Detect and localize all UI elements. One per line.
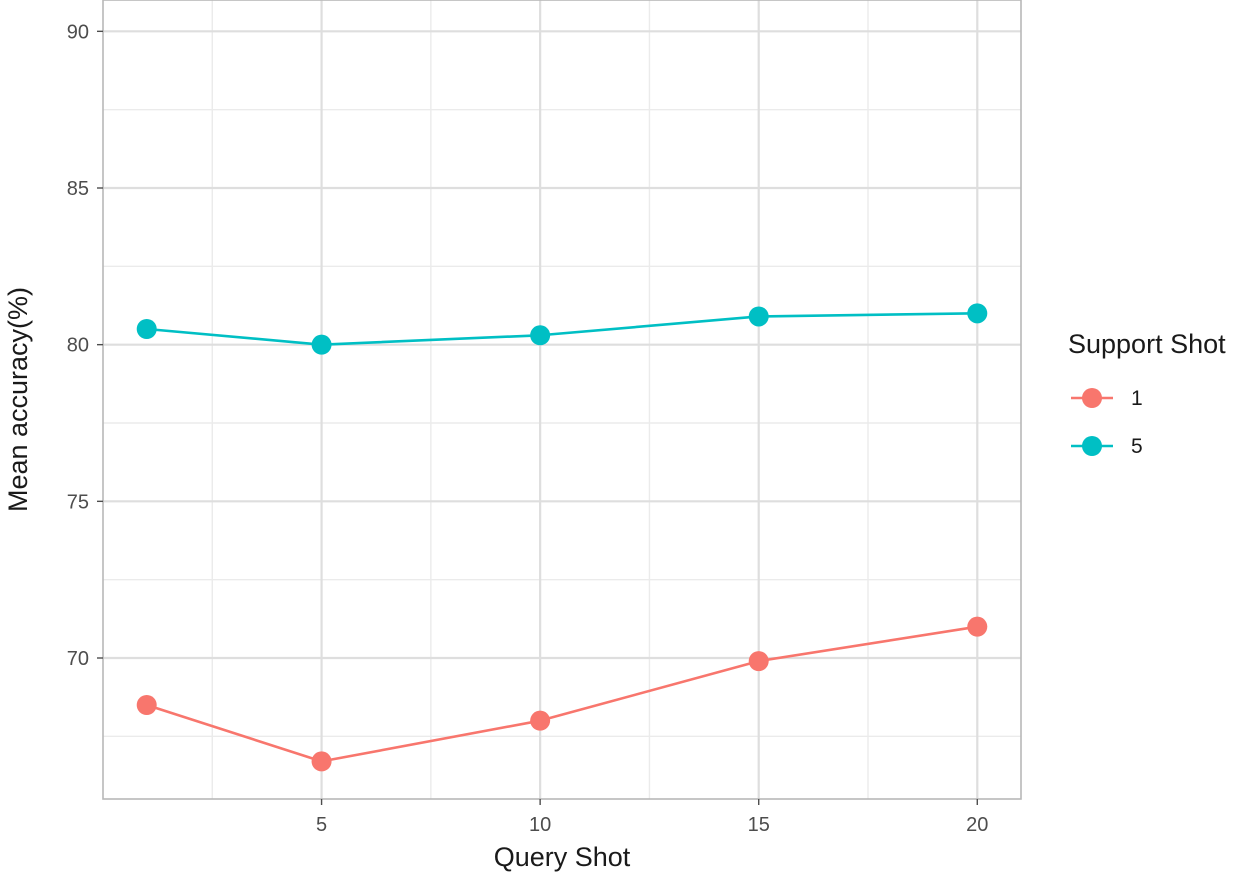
series-layer [136, 303, 988, 772]
data-point [530, 710, 551, 731]
data-point [748, 651, 769, 672]
x-tick-label: 10 [529, 814, 551, 836]
y-tick-label: 80 [67, 335, 89, 357]
data-point [311, 751, 332, 772]
x-tick-label: 15 [748, 814, 770, 836]
legend-title: Support Shot [1068, 329, 1226, 359]
legend: Support Shot 15 [1068, 329, 1226, 458]
x-tick-label: 20 [966, 814, 988, 836]
major-gridlines [103, 0, 1021, 799]
x-tick-label: 5 [316, 814, 327, 836]
legend-label: 1 [1131, 387, 1143, 410]
tick-labels: 5 10 15 20 70 75 80 85 90 [67, 21, 989, 836]
legend-item: 1 [1071, 387, 1143, 410]
legend-key-point [1082, 388, 1102, 408]
y-tick-label: 70 [67, 648, 89, 670]
series-line-1 [146, 625, 978, 763]
legend-item: 5 [1071, 435, 1143, 458]
legend-label: 5 [1131, 435, 1143, 458]
data-point [967, 616, 988, 637]
data-point [136, 319, 157, 339]
legend-items: 15 [1071, 387, 1143, 458]
series-1 [136, 616, 988, 772]
legend-key-point [1082, 436, 1102, 456]
series-5 [136, 303, 988, 355]
series-line-5 [146, 312, 978, 346]
plot-panel-border [102, 0, 1022, 800]
data-point [136, 695, 157, 715]
y-tick-label: 85 [67, 178, 89, 200]
y-tick-label: 90 [67, 21, 89, 43]
x-axis-title: Query Shot [494, 842, 631, 872]
data-point [967, 303, 988, 324]
axis-ticks [97, 30, 978, 805]
y-axis-title: Mean accuracy(%) [3, 287, 33, 512]
minor-gridlines [103, 0, 1021, 799]
data-point [748, 306, 769, 327]
y-tick-label: 75 [67, 491, 89, 513]
data-point [530, 325, 551, 346]
data-point [311, 334, 332, 355]
